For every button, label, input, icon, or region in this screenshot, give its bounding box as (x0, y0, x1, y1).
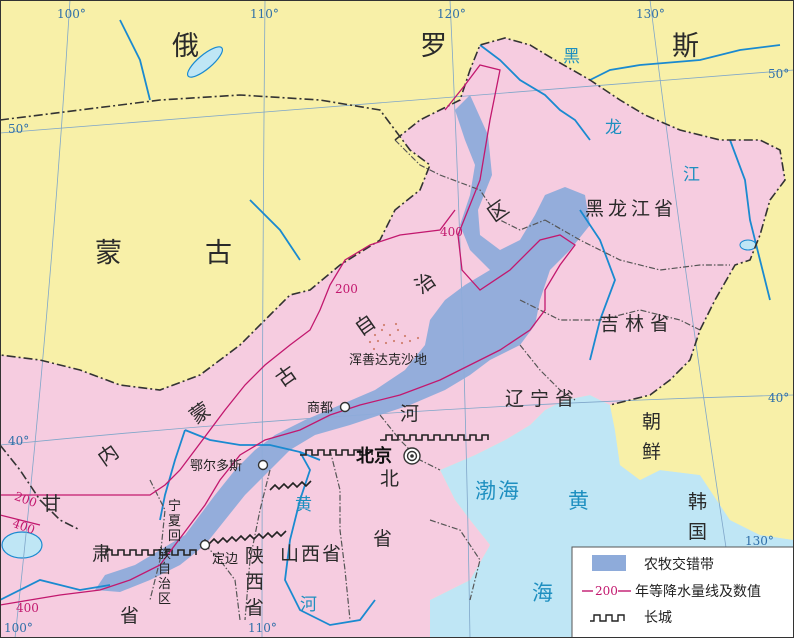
lat50-left-label: 50° (8, 122, 29, 136)
lon100-bottom-label: 100° (4, 621, 33, 635)
ningxia-char-4: 族 (158, 546, 171, 562)
rok-char-1: 韩 (688, 491, 707, 513)
erdos-dot (257, 459, 269, 471)
lon100-label: 100° (57, 7, 86, 21)
heilongjiang-label: 黑龙江省 (585, 198, 677, 220)
lon130-bottom-label: 130° (745, 534, 774, 548)
lat40-left-label: 40° (8, 434, 29, 448)
ningxia-char-1: 宁 (168, 498, 181, 514)
hai-label: 海 (532, 581, 553, 605)
shaanxi-char-1: 陕 (245, 545, 264, 567)
legend: 农牧交错带 200 年等降水量线及数值 长城 (571, 546, 794, 638)
russia-char-2: 罗 (420, 31, 447, 62)
russia-char-1: 俄 (172, 31, 199, 62)
legend-wall-label: 长城 (644, 610, 672, 626)
gansu-char-3: 省 (120, 605, 139, 627)
sand-land-dots (368, 322, 420, 351)
heilong-char-2: 龙 (605, 118, 622, 138)
huanghe-char-2: 河 (300, 595, 317, 615)
legend-wall-symbol (590, 614, 625, 622)
shaanxi-char-2: 西 (245, 571, 264, 593)
huanghe-char-1: 黄 (295, 495, 312, 515)
heilong-char-3: 江 (683, 165, 700, 185)
hunshandake-label: 浑善达克沙地 (349, 352, 427, 368)
russia-char-3: 斯 (672, 31, 699, 62)
shangdu-dot (339, 401, 351, 413)
huanghai-label: 黄 (568, 489, 589, 513)
qinghai-lake (1, 531, 43, 559)
lat40-right-label: 40° (768, 391, 789, 405)
shaanxi-char-3: 省 (245, 597, 264, 619)
isohyet-400-top: 400 (440, 225, 463, 239)
shangdu-label: 商都 (307, 401, 333, 416)
beijing-symbol (403, 447, 421, 465)
dingbian-label: 定边 (212, 552, 238, 567)
rok-char-2: 国 (688, 521, 707, 543)
bohai-label: 渤海 (475, 479, 521, 503)
legend-ecotone-swatch (592, 555, 626, 571)
great-wall (100, 434, 489, 556)
isohyet-400-bottom: 400 (16, 601, 39, 615)
lon110-label: 110° (250, 7, 279, 21)
lon110-bottom-label: 110° (248, 621, 277, 635)
gansu-char-1: 甘 (42, 493, 61, 515)
hebei-char-2: 北 (380, 468, 399, 490)
ningxia-char-7: 区 (158, 592, 171, 607)
mongolia-char-1: 蒙 (95, 238, 122, 269)
isohyets (0, 64, 576, 606)
ningxia-char-3: 回 (168, 529, 181, 544)
china-territory (0, 38, 785, 638)
korea-char-1: 朝 (642, 411, 661, 433)
mongolia-region (0, 95, 430, 390)
dingbian-dot (199, 539, 211, 551)
isohyet-200-top: 200 (335, 282, 358, 296)
legend-ecotone-label: 农牧交错带 (644, 556, 714, 573)
hebei-sheng: 省 (373, 528, 392, 550)
legend-isohyet-label: 年等降水量线及数值 (635, 583, 761, 600)
shanxi-label: 山西省 (280, 543, 343, 565)
ningxia-char-6: 治 (158, 577, 171, 592)
legend-isohyet-value: 200 (595, 584, 618, 598)
lon130-label: 130° (636, 7, 665, 21)
lat50-right-label: 50° (768, 67, 789, 81)
korea-region (610, 260, 794, 540)
national-border (0, 37, 786, 531)
lake-baikal (186, 46, 224, 78)
liaoning-label: 辽宁省 (505, 388, 580, 410)
gansu-char-2: 肃 (92, 543, 111, 565)
lon120-label: 120° (437, 7, 466, 21)
beijing-label: 北京 (356, 445, 392, 467)
heilong-char-1: 黑 (563, 47, 580, 67)
mongolia-char-2: 古 (205, 238, 232, 269)
northeast-lake (739, 239, 757, 251)
korea-char-2: 鲜 (642, 441, 661, 463)
ningxia-char-5: 自 (158, 562, 171, 577)
erdos-label: 鄂尔多斯 (190, 458, 242, 474)
hebei-char-1: 河 (400, 403, 419, 425)
jilin-label: 吉林省 (600, 313, 675, 335)
rivers (0, 19, 781, 626)
ningxia-char-2: 夏 (168, 514, 181, 529)
ecotone-band (95, 95, 590, 592)
